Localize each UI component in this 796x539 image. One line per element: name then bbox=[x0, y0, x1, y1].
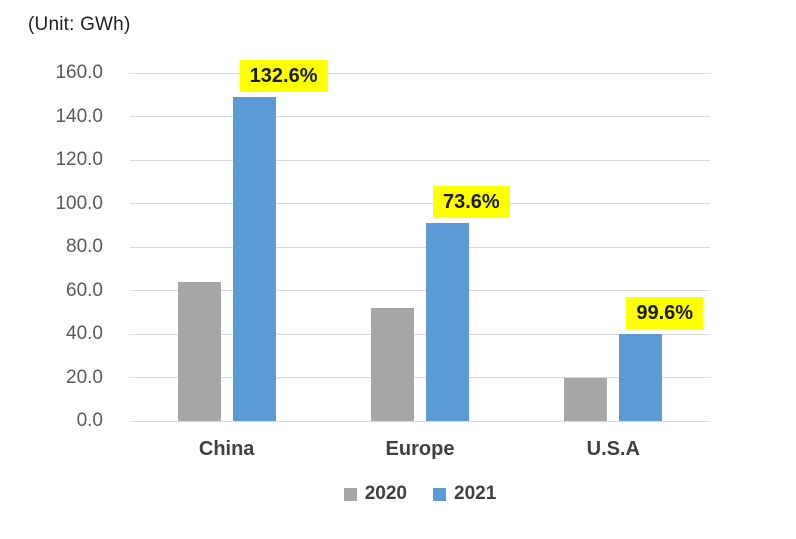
y-axis-tick-label: 60.0 bbox=[66, 279, 103, 301]
y-axis-tick-label: 120.0 bbox=[55, 149, 103, 170]
legend: 2020 2021 bbox=[130, 483, 710, 505]
y-axis-tick-label: 100.0 bbox=[55, 192, 103, 214]
legend-swatch-2021 bbox=[433, 487, 446, 501]
gridline bbox=[130, 377, 710, 378]
gridline bbox=[130, 420, 710, 422]
y-axis-tick-label: 160.0 bbox=[55, 62, 103, 83]
legend-label-2021: 2021 bbox=[454, 483, 497, 504]
legend-item-2020: 2020 bbox=[343, 483, 407, 505]
unit-label: (Unit: GWh) bbox=[28, 14, 131, 35]
growth-label-usa: 99.6% bbox=[626, 297, 704, 329]
gridline bbox=[130, 333, 710, 335]
category-label-usa: U.S.A bbox=[586, 438, 640, 460]
gridline bbox=[130, 159, 710, 161]
category-label-china: China bbox=[198, 438, 255, 460]
growth-label-china: 132.6% bbox=[239, 59, 328, 92]
y-axis-tick-label: 0.0 bbox=[76, 410, 103, 431]
bar-2020-europe bbox=[371, 307, 414, 421]
bar-2020-china bbox=[177, 281, 221, 421]
gridline bbox=[130, 203, 710, 204]
y-axis-tick-label: 20.0 bbox=[66, 366, 103, 388]
y-axis-tick-label: 140.0 bbox=[55, 105, 103, 127]
category-label-europe: Europe bbox=[385, 438, 455, 460]
growth-label-europe: 73.6% bbox=[433, 186, 510, 219]
bar-2021-china bbox=[232, 96, 276, 421]
bar-2021-usa bbox=[619, 334, 663, 421]
legend-swatch-2020 bbox=[343, 487, 357, 501]
bar-2020-usa bbox=[564, 377, 608, 421]
legend-label-2020: 2020 bbox=[364, 483, 407, 504]
gridline bbox=[130, 290, 710, 291]
y-axis-tick-label: 80.0 bbox=[66, 236, 103, 257]
y-axis-tick-label: 40.0 bbox=[66, 323, 103, 344]
gridline bbox=[130, 246, 710, 248]
bar-2021-europe bbox=[426, 223, 469, 421]
legend-item-2021: 2021 bbox=[433, 483, 496, 505]
gridline bbox=[130, 72, 710, 74]
gridline bbox=[130, 116, 710, 117]
